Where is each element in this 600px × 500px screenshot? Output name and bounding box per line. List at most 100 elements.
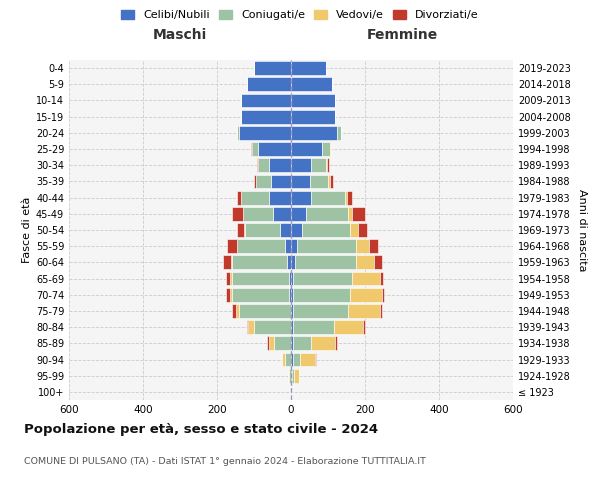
Bar <box>286 352 291 366</box>
Bar <box>254 61 291 75</box>
Bar <box>289 288 291 302</box>
Bar <box>311 190 344 204</box>
Bar <box>349 304 380 318</box>
Bar <box>226 288 230 302</box>
Bar <box>247 78 291 91</box>
Bar <box>291 369 292 382</box>
Bar <box>291 94 335 108</box>
Bar <box>293 288 350 302</box>
Bar <box>295 256 356 270</box>
Bar <box>335 336 337 350</box>
Bar <box>302 223 350 237</box>
Bar <box>235 304 239 318</box>
Bar <box>256 174 271 188</box>
Bar <box>293 320 334 334</box>
Bar <box>232 288 289 302</box>
Bar <box>289 369 291 382</box>
Bar <box>306 207 349 220</box>
Bar <box>291 320 293 334</box>
Bar <box>232 272 289 285</box>
Bar <box>287 256 291 270</box>
Bar <box>291 174 310 188</box>
Bar <box>248 320 254 334</box>
Bar <box>282 352 286 366</box>
Bar <box>269 190 291 204</box>
Bar <box>251 142 252 156</box>
Bar <box>291 142 322 156</box>
Bar <box>252 142 258 156</box>
Bar <box>245 223 280 237</box>
Bar <box>352 207 365 220</box>
Bar <box>380 272 383 285</box>
Bar <box>296 240 356 253</box>
Bar <box>322 142 330 156</box>
Bar <box>330 174 333 188</box>
Bar <box>291 190 311 204</box>
Bar <box>269 336 274 350</box>
Bar <box>254 174 256 188</box>
Text: COMUNE DI PULSANO (TA) - Dati ISTAT 1° gennaio 2024 - Elaborazione TUTTITALIA.IT: COMUNE DI PULSANO (TA) - Dati ISTAT 1° g… <box>24 458 426 466</box>
Bar <box>257 158 258 172</box>
Bar <box>291 158 311 172</box>
Bar <box>311 336 335 350</box>
Bar <box>291 385 292 399</box>
Bar <box>227 240 236 253</box>
Bar <box>291 336 293 350</box>
Bar <box>291 256 295 270</box>
Bar <box>236 240 238 253</box>
Bar <box>272 207 291 220</box>
Bar <box>292 369 293 382</box>
Bar <box>238 190 241 204</box>
Bar <box>291 207 306 220</box>
Bar <box>356 256 374 270</box>
Bar <box>311 158 326 172</box>
Bar <box>330 142 331 156</box>
Bar <box>327 158 329 172</box>
Bar <box>293 304 349 318</box>
Text: Popolazione per età, sesso e stato civile - 2024: Popolazione per età, sesso e stato civil… <box>24 422 378 436</box>
Bar <box>347 190 352 204</box>
Bar <box>236 223 244 237</box>
Text: Maschi: Maschi <box>153 28 207 42</box>
Bar <box>286 240 291 253</box>
Bar <box>241 94 291 108</box>
Bar <box>226 272 230 285</box>
Bar <box>291 110 335 124</box>
Bar <box>326 158 327 172</box>
Bar <box>239 126 291 140</box>
Bar <box>232 304 235 318</box>
Bar <box>239 304 291 318</box>
Bar <box>230 288 232 302</box>
Bar <box>230 256 232 270</box>
Bar <box>291 288 293 302</box>
Y-axis label: Anni di nascita: Anni di nascita <box>577 188 587 271</box>
Bar <box>289 272 291 285</box>
Bar <box>328 174 330 188</box>
Bar <box>232 207 243 220</box>
Bar <box>380 304 382 318</box>
Bar <box>363 320 365 334</box>
Bar <box>238 126 239 140</box>
Bar <box>230 272 232 285</box>
Bar <box>244 223 245 237</box>
Bar <box>334 320 363 334</box>
Bar <box>280 223 291 237</box>
Bar <box>258 142 291 156</box>
Bar <box>350 223 358 237</box>
Bar <box>247 320 248 334</box>
Bar <box>291 223 302 237</box>
Bar <box>271 174 291 188</box>
Bar <box>291 240 296 253</box>
Bar <box>241 190 269 204</box>
Bar <box>274 336 291 350</box>
Bar <box>291 272 293 285</box>
Bar <box>337 126 341 140</box>
Bar <box>223 256 230 270</box>
Bar <box>310 174 328 188</box>
Bar <box>291 78 332 91</box>
Legend: Celibi/Nubili, Coniugati/e, Vedovi/e, Divorziati/e: Celibi/Nubili, Coniugati/e, Vedovi/e, Di… <box>117 6 483 25</box>
Bar <box>290 385 291 399</box>
Bar <box>258 158 269 172</box>
Bar <box>350 288 382 302</box>
Text: Femmine: Femmine <box>367 28 437 42</box>
